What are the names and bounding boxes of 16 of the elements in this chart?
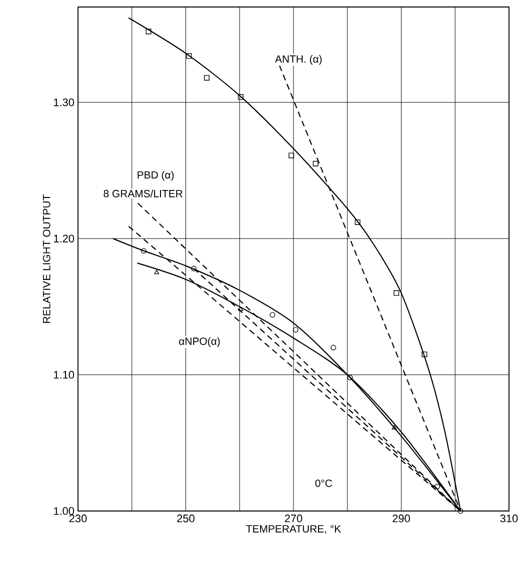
y-tick-label: 1.30 [54,98,74,106]
x-tick-label: 290 [392,514,410,522]
y-tick-label: 1.20 [54,234,74,242]
x-tick-label: 310 [500,514,518,522]
annotation: 8 GRAMS/LITER [104,190,182,198]
annotation: ANTH. (α) [275,55,322,65]
x-tick-label: 270 [284,514,302,522]
annotation: αNPO(α) [179,337,220,348]
annotation: PBD (α) [138,170,174,181]
y-tick-label: 1.10 [54,370,74,379]
annotation: 0°C [315,480,332,487]
x-tick-label: 250 [177,514,194,522]
x-tick-label: 230 [69,514,87,522]
x-axis-title: TEMPERATURE, °K [246,525,341,534]
y-tick-label: 1.00 [54,507,74,515]
y-axis-title: RELATIVE LIGHT OUTPUT [42,194,50,323]
